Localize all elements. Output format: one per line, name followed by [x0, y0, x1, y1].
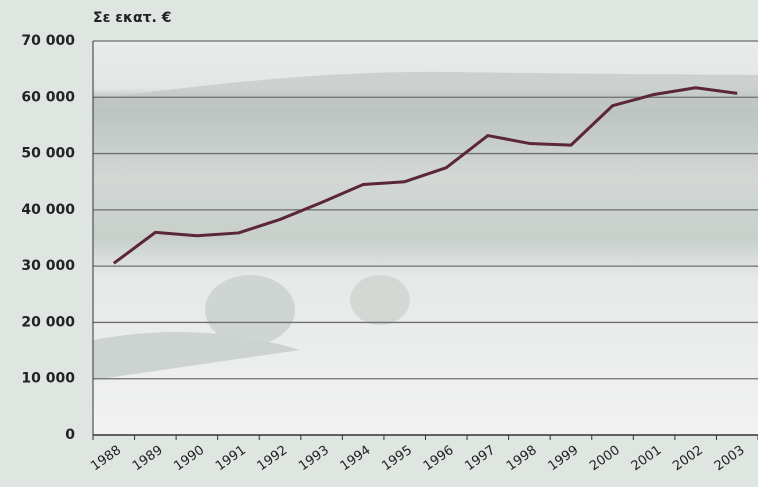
chart: Σε εκατ. € 0 10 000 20 000 30 000 40 000 50 0…: [0, 0, 758, 487]
x-tick-label: 1990: [171, 443, 207, 474]
tree: [350, 275, 410, 325]
x-tick-label: 2003: [712, 443, 748, 474]
y-tick-label: 60 000: [21, 89, 75, 105]
x-tick-label: 1992: [255, 443, 291, 474]
y-tick-label: 10 000: [21, 371, 75, 387]
y-tick-label: 70 000: [21, 33, 75, 49]
x-tick-label: 2002: [670, 443, 706, 474]
x-tick-label: 2001: [629, 443, 665, 474]
y-tick-label: 30 000: [21, 258, 75, 274]
y-tick-label: 40 000: [21, 202, 75, 218]
x-tick-label: 1991: [213, 443, 249, 474]
x-tick-label: 1998: [504, 443, 540, 474]
x-tick-label: 1989: [130, 443, 166, 474]
y-tick-label: 50 000: [21, 146, 75, 162]
chart-title: Σε εκατ. €: [93, 10, 171, 26]
page: {"chart_data": {"type": "line", "title":…: [0, 0, 758, 487]
x-tick-label: 1995: [379, 443, 415, 474]
x-tick-label: 1988: [88, 443, 124, 474]
x-tick-label: 1997: [462, 443, 498, 474]
x-tick-label: 1996: [421, 443, 457, 474]
x-tick-label: 1999: [546, 443, 582, 474]
y-tick-label: 0: [65, 427, 75, 443]
y-tick-label: 20 000: [21, 314, 75, 330]
x-tick-label: 1993: [296, 443, 332, 474]
x-tick-label: 1994: [338, 443, 374, 474]
x-tick-label: 2000: [587, 443, 623, 474]
